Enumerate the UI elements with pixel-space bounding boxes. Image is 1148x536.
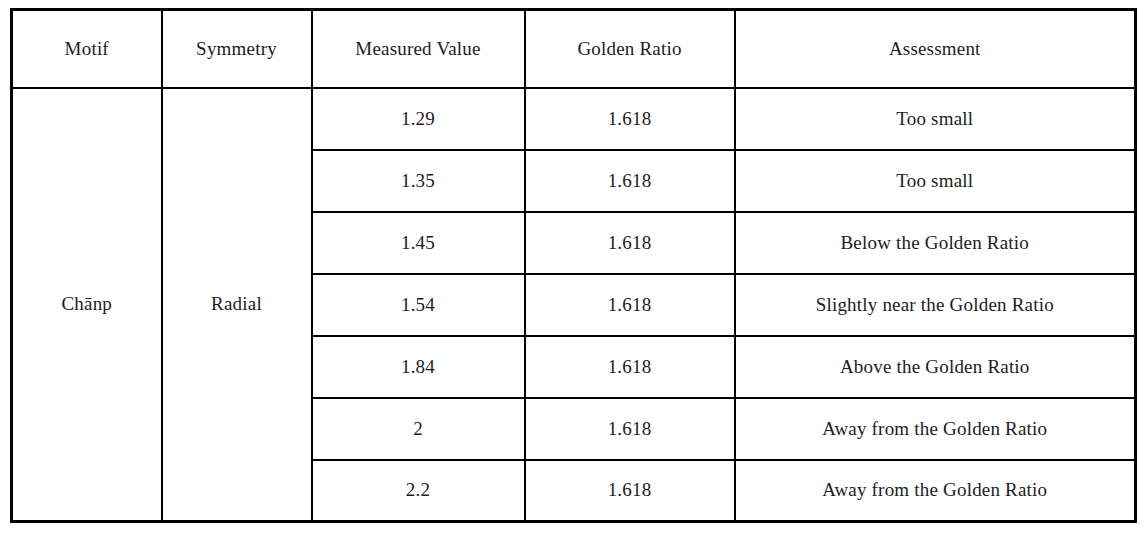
cell-golden-ratio: 1.618 xyxy=(525,150,735,212)
cell-golden-ratio: 1.618 xyxy=(525,212,735,274)
header-row: Motif Symmetry Measured Value Golden Rat… xyxy=(12,10,1136,88)
column-header-symmetry: Symmetry xyxy=(162,10,312,88)
table-row: Chānp Radial 1.29 1.618 Too small xyxy=(12,88,1136,150)
page: Motif Symmetry Measured Value Golden Rat… xyxy=(0,0,1148,536)
cell-assessment: Slightly near the Golden Ratio xyxy=(735,274,1136,336)
cell-measured-value: 1.35 xyxy=(312,150,525,212)
cell-assessment: Away from the Golden Ratio xyxy=(735,460,1136,522)
cell-measured-value: 1.29 xyxy=(312,88,525,150)
cell-golden-ratio: 1.618 xyxy=(525,274,735,336)
column-header-golden-ratio: Golden Ratio xyxy=(525,10,735,88)
cell-measured-value: 2 xyxy=(312,398,525,460)
cell-assessment: Below the Golden Ratio xyxy=(735,212,1136,274)
cell-golden-ratio: 1.618 xyxy=(525,336,735,398)
cell-measured-value: 2.2 xyxy=(312,460,525,522)
cell-golden-ratio: 1.618 xyxy=(525,88,735,150)
cell-measured-value: 1.84 xyxy=(312,336,525,398)
cell-measured-value: 1.45 xyxy=(312,212,525,274)
cell-assessment: Too small xyxy=(735,150,1136,212)
cell-assessment: Above the Golden Ratio xyxy=(735,336,1136,398)
cell-assessment: Away from the Golden Ratio xyxy=(735,398,1136,460)
column-header-measured-value: Measured Value xyxy=(312,10,525,88)
cell-assessment: Too small xyxy=(735,88,1136,150)
cell-golden-ratio: 1.618 xyxy=(525,460,735,522)
cell-symmetry: Radial xyxy=(162,88,312,522)
cell-motif: Chānp xyxy=(12,88,162,522)
cell-measured-value: 1.54 xyxy=(312,274,525,336)
column-header-assessment: Assessment xyxy=(735,10,1136,88)
cell-golden-ratio: 1.618 xyxy=(525,398,735,460)
golden-ratio-table: Motif Symmetry Measured Value Golden Rat… xyxy=(10,8,1137,523)
column-header-motif: Motif xyxy=(12,10,162,88)
